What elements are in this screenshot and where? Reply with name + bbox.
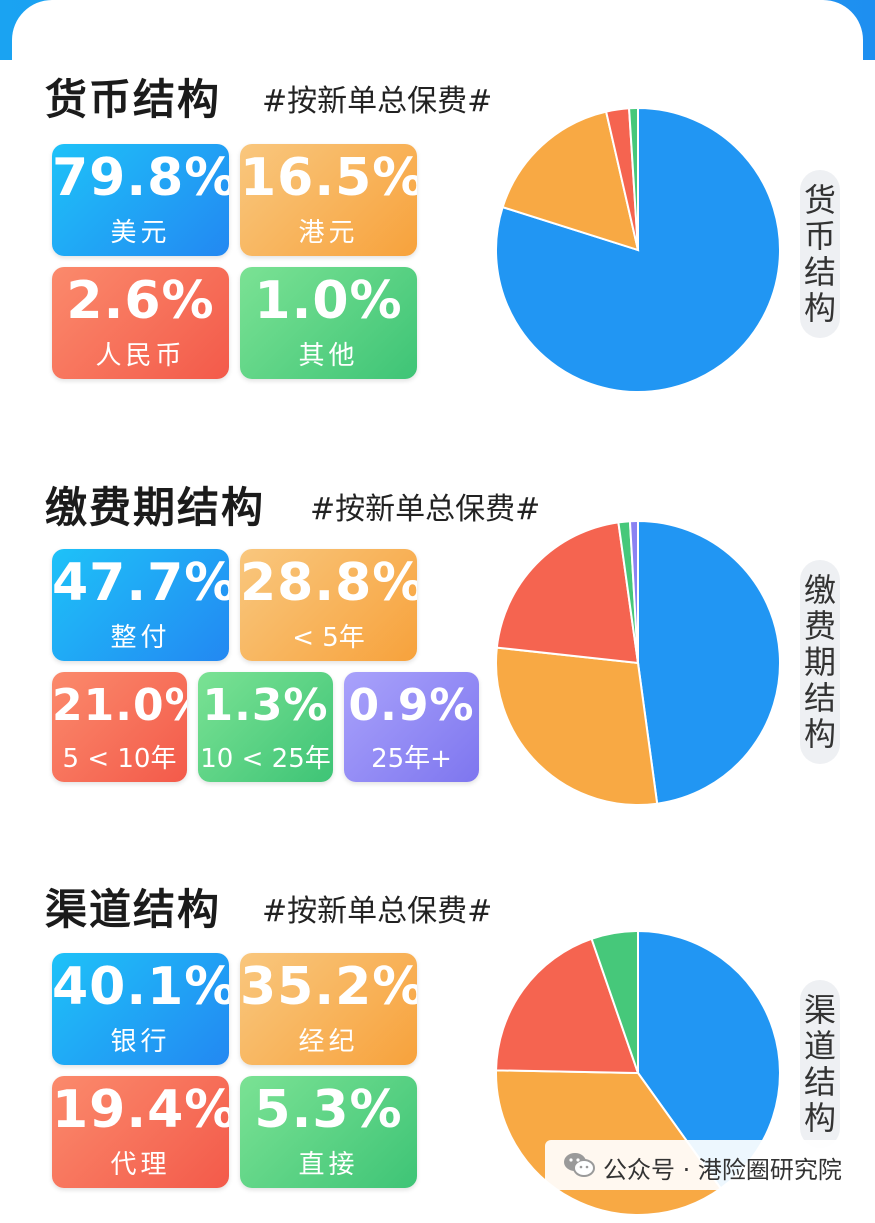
side-label-char: 费 <box>803 607 836 645</box>
stat-label: < 5年 <box>292 623 365 653</box>
stat-card-direct: 5.3% 直接 <box>240 1076 417 1188</box>
stat-label: 其他 <box>298 341 359 371</box>
stat-card-10-25y: 1.3% 10 < 25年 <box>198 672 333 782</box>
stat-value: 0.9% <box>348 680 475 731</box>
stat-value: 21.0% <box>52 680 187 731</box>
side-label-char: 构 <box>803 715 836 753</box>
stat-value: 16.5% <box>240 148 417 208</box>
side-label-char: 道 <box>803 1027 836 1065</box>
side-label-char: 构 <box>803 1099 836 1137</box>
stat-label: 10 < 25年 <box>200 744 331 774</box>
stat-label: 25年+ <box>371 744 452 774</box>
watermark-text: 公众号 · 港险圈研究院 <box>603 1156 842 1184</box>
stat-card-broker: 35.2% 经纪 <box>240 953 417 1065</box>
stat-value: 47.7% <box>52 553 229 613</box>
side-label-char: 货 <box>803 181 836 219</box>
stat-label: 人民币 <box>95 341 186 371</box>
stat-value: 35.2% <box>240 957 417 1017</box>
stat-value: 5.3% <box>254 1080 403 1140</box>
side-label-char: 缴 <box>803 571 836 609</box>
stat-card-25y-plus: 0.9% 25年+ <box>344 672 479 782</box>
side-label-char: 结 <box>803 1063 836 1101</box>
stat-card-hkd: 16.5% 港元 <box>240 144 417 256</box>
pie-slice <box>628 106 639 251</box>
side-label: 货 币 结 构 <box>800 170 840 338</box>
stat-card-5-10y: 21.0% 5 < 10年 <box>52 672 187 782</box>
stat-card-other: 1.0% 其他 <box>240 267 417 379</box>
stat-label: 直接 <box>298 1150 359 1180</box>
section-subtitle: #按新单总保费# <box>310 492 541 527</box>
pie-chart-currency <box>495 106 781 393</box>
watermark: 公众号 · 港险圈研究院 <box>545 1140 865 1190</box>
stat-card-rmb: 2.6% 人民币 <box>52 267 229 379</box>
stat-value: 28.8% <box>240 553 417 613</box>
side-label-char: 渠 <box>803 991 836 1029</box>
wechat-icon <box>564 1153 595 1177</box>
stat-value: 19.4% <box>52 1080 229 1140</box>
stat-label: 银行 <box>110 1027 171 1057</box>
stat-card-under-5y: 28.8% < 5年 <box>240 549 417 661</box>
stat-label: 港元 <box>298 218 359 248</box>
section-title: 渠道结构 <box>45 885 222 934</box>
side-label-char: 结 <box>803 679 836 717</box>
stat-label: 整付 <box>110 623 171 653</box>
stat-label: 美元 <box>110 218 171 248</box>
stat-value: 1.3% <box>202 680 329 731</box>
section-title: 货币结构 <box>45 75 222 124</box>
stat-value: 40.1% <box>52 957 229 1017</box>
pie-slice <box>495 521 640 665</box>
stat-value: 79.8% <box>52 148 229 208</box>
pie-slice <box>590 929 639 1074</box>
pie-slice <box>628 519 639 664</box>
side-label-char: 币 <box>803 217 836 255</box>
stat-card-single-pay: 47.7% 整付 <box>52 549 229 661</box>
stat-label: 经纪 <box>298 1027 359 1057</box>
side-label: 缴 费 期 结 构 <box>800 560 840 764</box>
top-frame <box>0 0 875 80</box>
side-label-char: 构 <box>803 289 836 327</box>
side-label: 渠 道 结 构 <box>800 980 840 1148</box>
stat-card-agent: 19.4% 代理 <box>52 1076 229 1188</box>
stat-card-usd: 79.8% 美元 <box>52 144 229 256</box>
section-subtitle: #按新单总保费# <box>262 894 493 929</box>
section-title: 缴费期结构 <box>45 483 266 532</box>
frame-inner <box>12 0 863 80</box>
pie-chart-payment-term <box>495 519 781 806</box>
stat-value: 2.6% <box>66 271 215 331</box>
stat-value: 1.0% <box>254 271 403 331</box>
pie-slice <box>495 646 659 806</box>
stat-card-bank: 40.1% 银行 <box>52 953 229 1065</box>
stat-label: 代理 <box>110 1150 171 1180</box>
side-label-char: 期 <box>803 643 836 681</box>
pie-slice <box>501 110 640 252</box>
section-subtitle: #按新单总保费# <box>262 84 493 119</box>
pie-slice <box>637 519 781 805</box>
side-label-char: 结 <box>803 253 836 291</box>
stat-label: 5 < 10年 <box>62 744 177 774</box>
